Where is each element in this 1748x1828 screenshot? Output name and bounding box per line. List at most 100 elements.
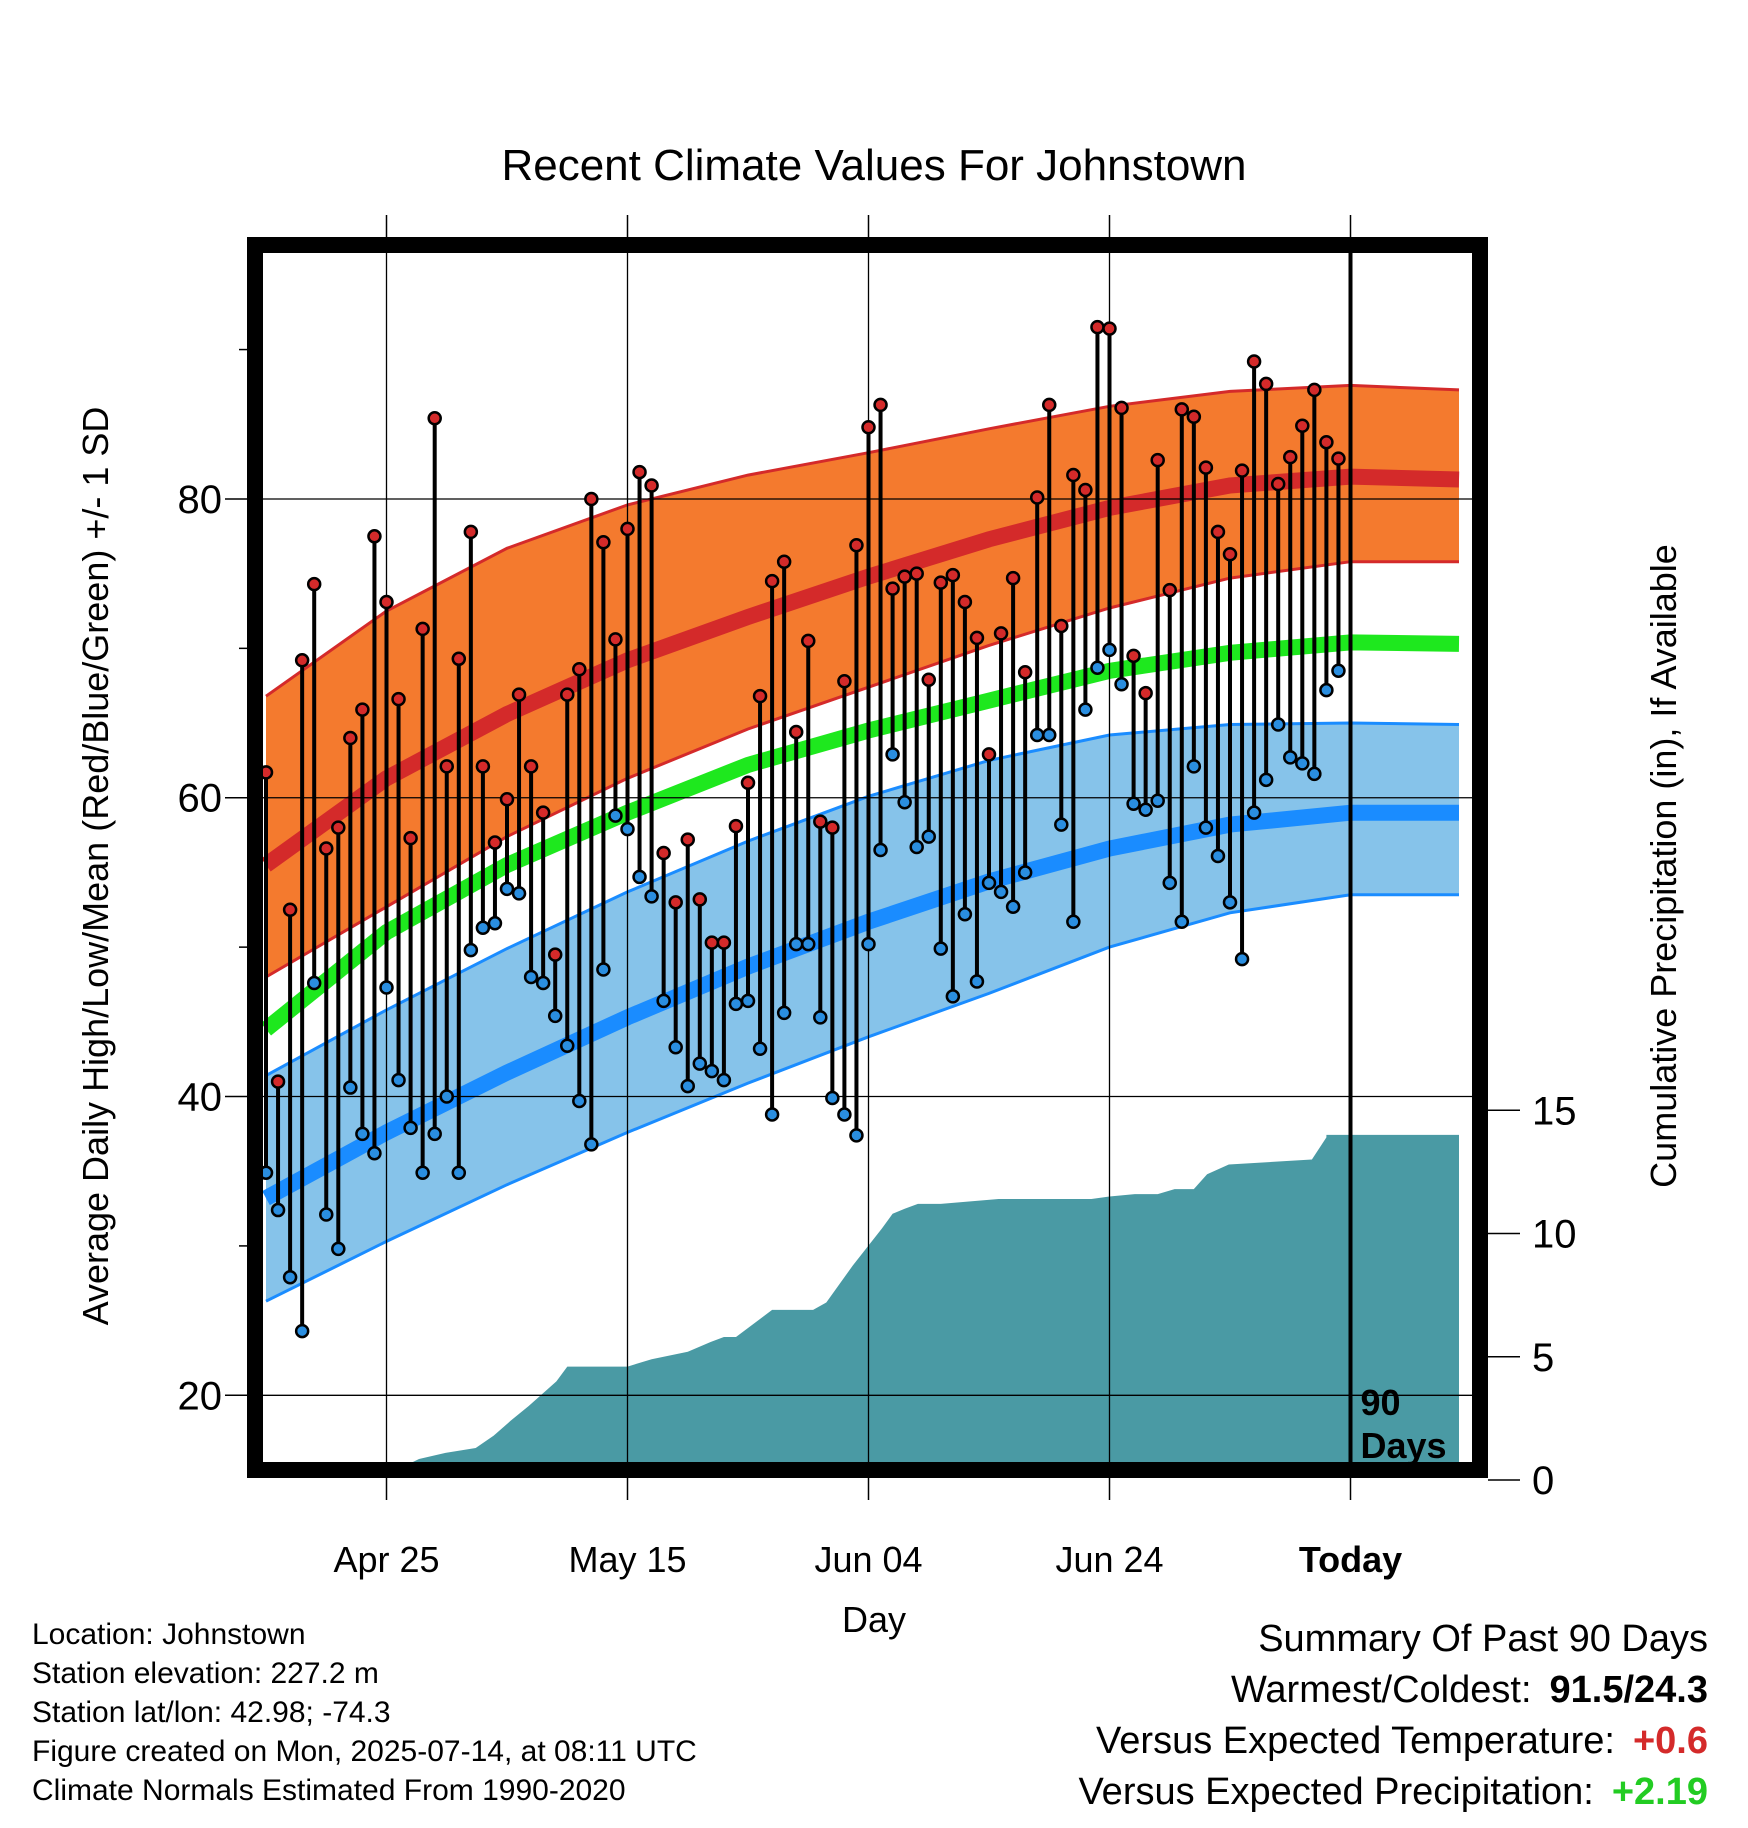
daily-low-point xyxy=(969,974,985,989)
daily-low-point xyxy=(897,794,912,810)
daily-low-point xyxy=(379,980,394,995)
daily-high-point xyxy=(403,830,418,846)
daily-high-point xyxy=(560,687,575,702)
daily-low-point xyxy=(1114,676,1129,692)
warmest-row: Warmest/Coldest: 91.5/24.3 xyxy=(1078,1665,1708,1716)
daily-low-point xyxy=(535,975,551,991)
daily-low-point xyxy=(499,881,515,897)
daily-high-point xyxy=(909,566,924,581)
daily-low-point xyxy=(873,842,888,858)
daily-high-point xyxy=(415,621,430,637)
daily-low-point xyxy=(1319,682,1334,698)
daily-low-point xyxy=(764,1107,780,1122)
daily-low-point xyxy=(270,1202,286,1218)
daily-low-point xyxy=(511,886,527,901)
daily-low-point xyxy=(1126,796,1141,811)
temp-value: +0.6 xyxy=(1632,1720,1708,1762)
daily-low-point xyxy=(1295,756,1310,771)
x-tick-label: Jun 24 xyxy=(1055,1539,1163,1580)
daily-high-point xyxy=(1054,618,1069,634)
y2-tick-label: 15 xyxy=(1532,1089,1577,1133)
daily-low-point xyxy=(391,1072,406,1088)
daily-high-point xyxy=(391,691,406,707)
daily-high-point xyxy=(511,687,527,702)
daily-low-point xyxy=(1090,660,1105,676)
daily-low-point xyxy=(403,1120,418,1136)
daily-low-point xyxy=(1138,802,1153,817)
daily-low-point xyxy=(1198,820,1214,835)
daily-high-point xyxy=(849,538,864,553)
plot-area: 20 40 60 80 0 5 10 15 Apr 25 May 15 Jun 04 Jun 24 To… xyxy=(178,215,1577,1580)
daily-low-point xyxy=(909,839,924,855)
daily-high-point xyxy=(367,529,382,544)
daily-low-point xyxy=(680,1078,695,1094)
daily-high-point xyxy=(776,554,792,569)
daily-low-point xyxy=(487,915,503,931)
latlon-text: Station lat/lon: 42.98; -74.3 xyxy=(32,1696,391,1729)
daily-high-point xyxy=(668,895,683,910)
daily-low-point xyxy=(1066,914,1081,929)
y2-tick-label: 5 xyxy=(1532,1336,1554,1380)
daily-high-point xyxy=(813,814,828,829)
daily-high-point xyxy=(861,420,876,435)
daily-high-point xyxy=(1222,546,1238,562)
daily-high-point xyxy=(981,747,997,762)
daily-high-point xyxy=(499,791,515,807)
daily-high-point xyxy=(632,464,647,480)
daily-high-point xyxy=(1005,570,1021,586)
daily-low-point xyxy=(282,1270,298,1285)
daily-low-point xyxy=(620,821,635,837)
y-tick-label: 20 xyxy=(178,1374,223,1418)
x-tick-label: Apr 25 xyxy=(333,1539,439,1580)
daily-low-point xyxy=(933,941,949,956)
daily-low-point xyxy=(668,1039,683,1055)
daily-high-point xyxy=(1114,400,1129,416)
daily-low-point xyxy=(1331,663,1346,679)
warmest-value: 91.5/24.3 xyxy=(1549,1669,1708,1711)
daily-high-point xyxy=(584,491,599,507)
daily-high-point xyxy=(957,594,973,610)
daily-high-point xyxy=(1029,490,1045,505)
daily-low-point xyxy=(1029,727,1045,743)
daily-high-point xyxy=(825,820,840,835)
daily-high-point xyxy=(921,672,936,687)
daily-low-point xyxy=(1258,772,1274,788)
daily-low-point xyxy=(1270,717,1286,732)
daily-high-point xyxy=(1066,467,1081,483)
daily-low-point xyxy=(801,936,816,952)
daily-high-point xyxy=(885,581,900,596)
daily-low-point xyxy=(704,1063,720,1079)
y2-tick-label: 0 xyxy=(1532,1459,1554,1503)
daily-low-point xyxy=(632,869,647,885)
daily-low-point xyxy=(294,1323,310,1339)
daily-low-point xyxy=(1005,899,1021,915)
daily-high-point xyxy=(837,673,852,689)
daily-high-point xyxy=(644,478,659,493)
daily-high-point xyxy=(1042,397,1057,413)
daily-high-point xyxy=(1102,321,1117,336)
daily-high-point xyxy=(475,759,491,774)
daily-high-point xyxy=(656,845,671,861)
y2-tick-label: 10 xyxy=(1532,1213,1577,1257)
daily-low-point xyxy=(728,996,744,1012)
daily-low-point xyxy=(1222,895,1238,910)
daily-low-point xyxy=(981,875,997,891)
daily-high-point xyxy=(1162,582,1177,598)
daily-high-point xyxy=(547,947,563,962)
daily-high-point xyxy=(704,935,720,950)
y-axis-title: Average Daily High/Low/Mean (Red/Blue/Gr… xyxy=(75,407,116,1326)
daily-high-point xyxy=(487,835,503,850)
daily-high-point xyxy=(1307,382,1322,398)
daily-high-point xyxy=(1017,665,1033,680)
summary-panel: Summary Of Past 90 Days Warmest/Coldest:… xyxy=(1078,1614,1708,1818)
daily-low-point xyxy=(1042,727,1057,743)
daily-high-point xyxy=(331,820,346,835)
daily-low-point xyxy=(475,920,491,935)
daily-high-point xyxy=(572,662,587,677)
daily-high-point xyxy=(897,569,912,584)
daily-low-point xyxy=(306,975,322,991)
daily-high-point xyxy=(463,524,479,540)
plot-frame xyxy=(247,237,1488,1478)
low-normal-band xyxy=(266,723,1459,1302)
